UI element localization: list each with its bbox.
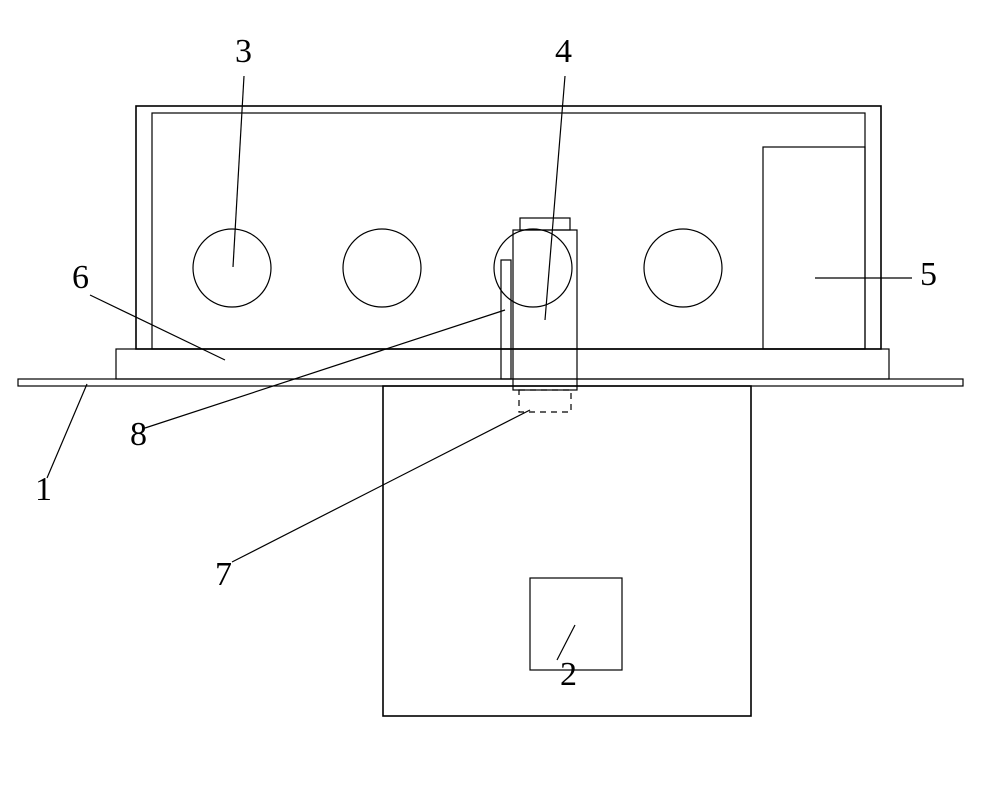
diagram-canvas: 1 2 3 4 5 6 7 8: [0, 0, 1000, 794]
post: [513, 230, 577, 390]
post-foot-dashed: [519, 390, 571, 412]
upper-box-outer: [136, 106, 881, 349]
label-l4: 4: [555, 33, 572, 70]
leader-l8: [145, 310, 505, 428]
label-l6: 6: [72, 259, 89, 296]
leader-l1: [47, 384, 87, 478]
post-front-plate: [501, 260, 511, 379]
leader-l7: [232, 410, 530, 562]
hole-4: [644, 229, 722, 307]
leader-l6: [90, 295, 225, 360]
label-l1: 1: [35, 471, 52, 508]
label-l3: 3: [235, 33, 252, 70]
label-l5: 5: [920, 256, 937, 293]
hole-3: [494, 229, 572, 307]
label-l2: 2: [560, 656, 577, 693]
leader-l2: [557, 625, 575, 660]
leader-l3: [233, 76, 244, 267]
hole-2: [343, 229, 421, 307]
hole-1: [193, 229, 271, 307]
label-l7: 7: [215, 556, 232, 593]
deck: [18, 379, 963, 386]
door: [763, 147, 865, 349]
upper-box-inner: [152, 113, 865, 349]
label-l8: 8: [130, 416, 147, 453]
post-top-notch: [520, 218, 570, 230]
plinth: [116, 349, 889, 379]
